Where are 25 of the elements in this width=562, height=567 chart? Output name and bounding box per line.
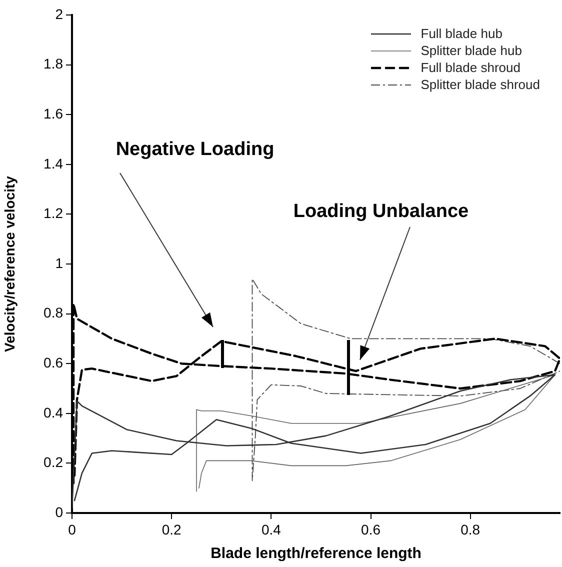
y-tick-label: 0.6 xyxy=(44,354,64,370)
x-tick-label: 0.8 xyxy=(460,521,480,538)
y-tick-label: 1.6 xyxy=(44,105,64,122)
legend-label: Full blade shroud xyxy=(420,60,520,75)
y-axis-title: Velocity/reference velocity xyxy=(1,176,18,352)
line-series xyxy=(252,278,560,482)
x-tick-label: 0.4 xyxy=(261,521,282,538)
y-tick-label: 0.2 xyxy=(44,454,64,470)
legend-label: Splitter blade shroud xyxy=(420,77,540,92)
y-tick-label: 1 xyxy=(55,254,64,271)
x-tick-label: 0 xyxy=(68,521,76,538)
y-tick-label: 0.4 xyxy=(44,404,64,420)
legend-label: Splitter blade hub xyxy=(420,43,522,58)
annotation: Negative Loading xyxy=(116,139,274,160)
y-tick-label: 1.4 xyxy=(44,155,64,172)
y-tick-label: 2 xyxy=(55,6,64,22)
y-tick-label: 0.8 xyxy=(44,304,64,321)
x-tick-label: 0.6 xyxy=(361,521,381,538)
y-tick-label: 1.8 xyxy=(44,56,64,72)
annotation: Loading Unbalance xyxy=(293,201,469,222)
x-axis-title: Blade length/reference length xyxy=(210,545,422,562)
legend-label: Full blade hub xyxy=(420,26,502,41)
y-tick-label: 1.2 xyxy=(44,205,64,222)
x-tick-label: 0.2 xyxy=(162,521,182,538)
y-tick-label: 0 xyxy=(55,504,64,520)
